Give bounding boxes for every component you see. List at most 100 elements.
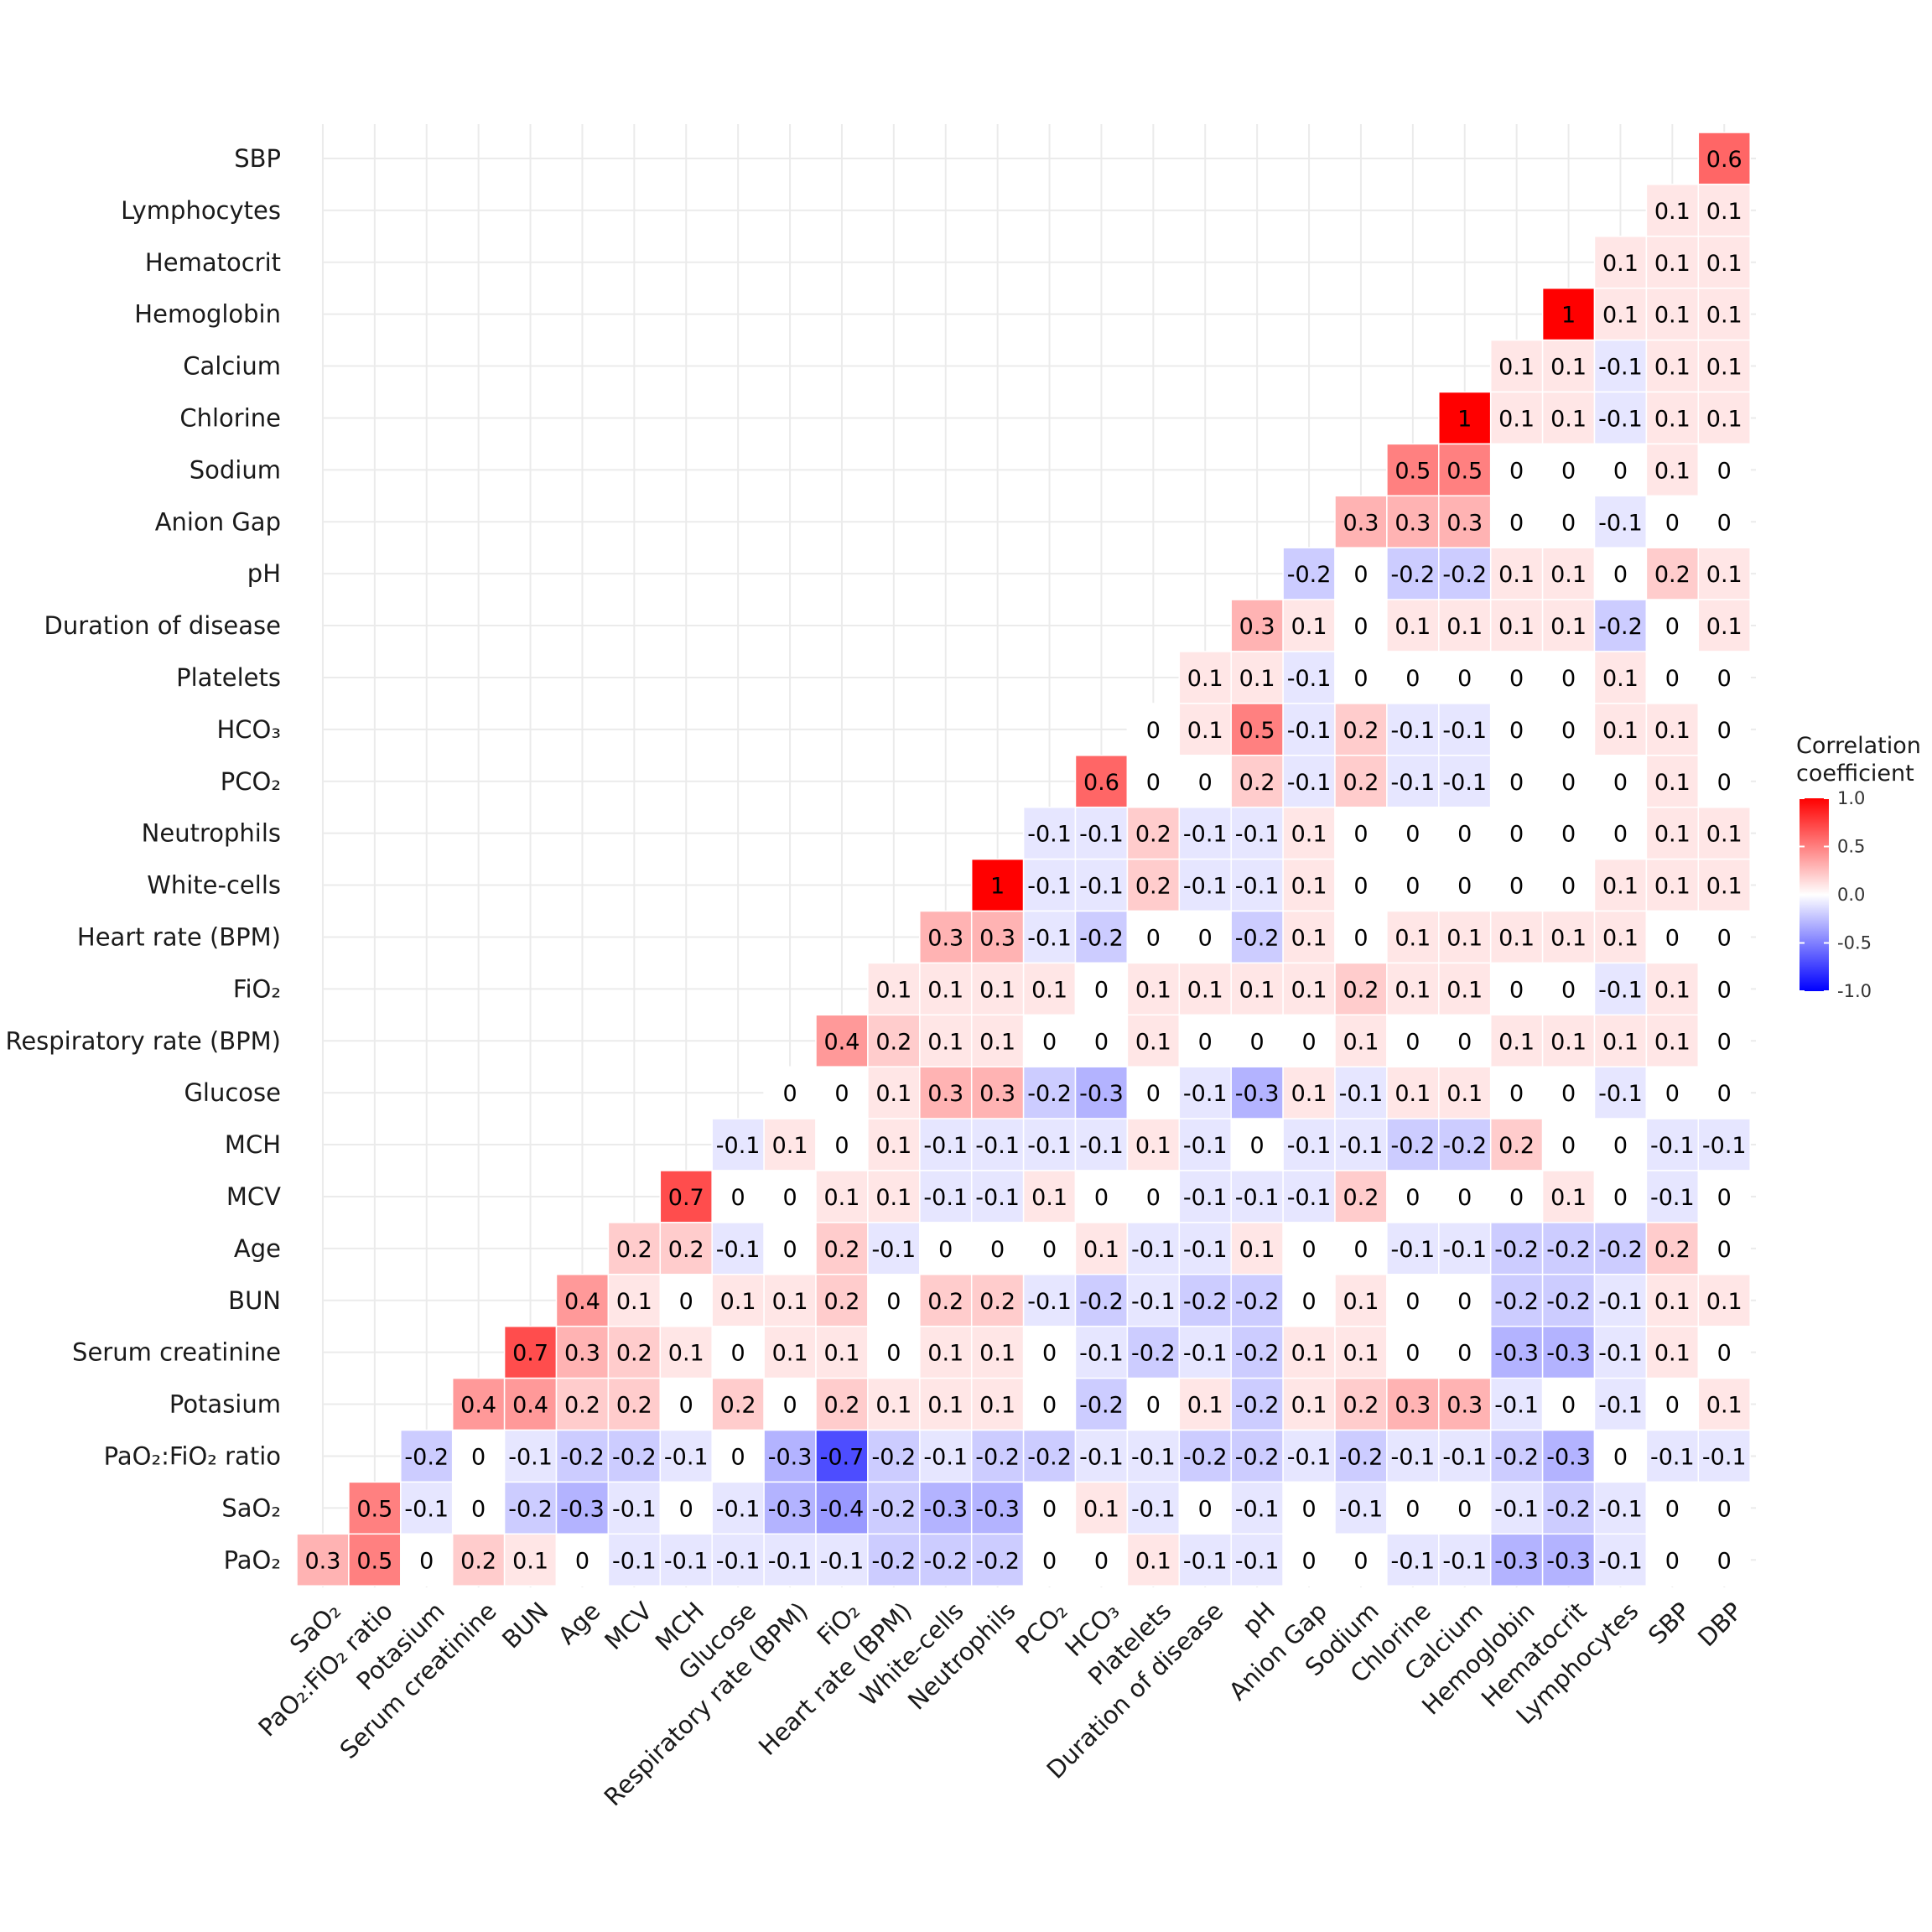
cell-value-label: 0	[1405, 1029, 1420, 1055]
cell-value-label: 0.1	[1446, 977, 1483, 1003]
heatmap-cell	[1230, 1170, 1284, 1223]
cell-value-label: 0.1	[1394, 977, 1431, 1003]
cell-value-label: 0	[1717, 925, 1732, 951]
heatmap-cell	[1645, 703, 1700, 756]
cell-value-label: 0.1	[720, 1289, 756, 1315]
heatmap-cell	[1230, 962, 1284, 1016]
cell-value-label: 0.1	[1602, 874, 1639, 900]
cell-value-label: -0.2	[872, 1496, 917, 1522]
cell-value-label: -0.1	[1027, 874, 1072, 900]
cell-value-label: 0.1	[1706, 614, 1742, 640]
heatmap-cell	[711, 1118, 765, 1171]
heatmap-cell	[1645, 339, 1700, 393]
heatmap-cell	[919, 1481, 973, 1535]
cell-value-label: 0	[886, 1341, 901, 1367]
heatmap-cell	[1438, 703, 1492, 756]
heatmap-cell	[1386, 755, 1440, 808]
cell-value-label: 0	[679, 1289, 693, 1315]
y-tick-label: Lymphocytes	[121, 196, 281, 225]
heatmap-cell	[451, 1533, 506, 1587]
cell-value-label: -0.2	[1079, 1393, 1124, 1419]
cell-value-label: -0.1	[768, 1548, 813, 1574]
cell-value-label: 0.2	[1135, 822, 1171, 848]
cell-value-label: 0.1	[1602, 925, 1639, 951]
heatmap-cell	[1541, 858, 1596, 912]
cell-value-label: 0.1	[1654, 199, 1690, 225]
heatmap-cell	[1541, 1222, 1596, 1275]
heatmap-cell	[1334, 495, 1388, 548]
heatmap-cell	[763, 1274, 817, 1327]
heatmap-cell	[1697, 1533, 1751, 1587]
cell-value-label: -0.1	[1235, 1185, 1280, 1211]
cell-value-label: -0.1	[404, 1496, 449, 1522]
cell-value-label: 0.1	[512, 1548, 548, 1574]
heatmap-cell	[1541, 1170, 1596, 1223]
cell-value-label: 0.1	[1239, 977, 1275, 1003]
cell-value-label: 0.1	[1343, 1029, 1379, 1055]
y-tick-label: FiO₂	[233, 974, 281, 1003]
legend-title-line-2: coefficient	[1796, 761, 1914, 787]
y-tick-label: MCH	[225, 1130, 281, 1159]
cell-value-label: -0.2	[1546, 1237, 1591, 1263]
cell-value-label: 0.1	[1602, 718, 1639, 744]
cell-value-label: 0.7	[668, 1185, 704, 1211]
heatmap-cell	[970, 858, 1025, 912]
cell-value-label: -0.1	[1235, 822, 1280, 848]
cell-value-label: -0.1	[1079, 874, 1124, 900]
y-tick-label: Hemoglobin	[134, 300, 281, 329]
cell-value-label: -0.1	[1287, 718, 1332, 744]
cell-value-label: 0.1	[1083, 1496, 1119, 1522]
cell-value-label: 0	[1042, 1393, 1057, 1419]
cell-value-label: 0.3	[1446, 1393, 1483, 1419]
heatmap-cell	[1282, 1274, 1336, 1327]
cell-value-label: -0.2	[612, 1444, 657, 1470]
heatmap-cell	[1074, 910, 1129, 964]
cell-value-label: -0.1	[872, 1237, 917, 1263]
cell-value-label: 0	[1717, 1496, 1732, 1522]
heatmap-cell	[1593, 599, 1648, 652]
heatmap-cell	[1697, 443, 1751, 497]
heatmap-cell	[1541, 1533, 1596, 1587]
heatmap-cell	[1645, 1481, 1700, 1535]
cell-value-label: 0.1	[1031, 977, 1067, 1003]
heatmap-cell	[1230, 1325, 1284, 1379]
cell-value-label: -0.1	[612, 1548, 657, 1574]
cell-value-label: -0.1	[1494, 1496, 1539, 1522]
cell-value-label: -0.3	[768, 1496, 813, 1522]
cell-value-label: -0.1	[1027, 925, 1072, 951]
cell-value-label: 0.1	[979, 1341, 1015, 1367]
heatmap-cell	[711, 1481, 765, 1535]
heatmap-cell	[1022, 1429, 1077, 1483]
heatmap-cell	[1438, 599, 1492, 652]
cell-value-label: 0.1	[1498, 406, 1535, 432]
cell-value-label: 0	[1457, 1341, 1472, 1367]
cell-value-label: -0.1	[1183, 822, 1228, 848]
cell-value-label: 0.1	[1654, 977, 1690, 1003]
cell-value-label: -0.1	[1598, 1341, 1643, 1367]
cell-value-label: 0	[1146, 1185, 1161, 1211]
cell-value-label: 0	[1405, 1341, 1420, 1367]
heatmap-cell	[1178, 1118, 1232, 1171]
heatmap-cell	[1593, 962, 1648, 1016]
y-tick-label: HCO₃	[216, 715, 281, 744]
heatmap-cell	[400, 1533, 454, 1587]
cell-value-label: -0.1	[1287, 1133, 1332, 1159]
cell-value-label: -0.2	[1494, 1289, 1539, 1315]
cell-value-label: -0.1	[1079, 1133, 1124, 1159]
heatmap-cell	[1178, 1066, 1232, 1119]
heatmap-cell	[815, 1274, 869, 1327]
heatmap-cell	[1438, 391, 1492, 445]
cell-value-label: 0.1	[927, 1029, 963, 1055]
heatmap-cell	[1697, 1066, 1751, 1119]
cell-value-label: 0	[1613, 1133, 1628, 1159]
heatmap-cell	[1593, 1222, 1648, 1275]
cell-value-label: 0.1	[1446, 614, 1483, 640]
heatmap-cell	[1645, 806, 1700, 860]
cell-value-label: -0.2	[1442, 562, 1487, 588]
cell-value-label: 0	[1405, 1496, 1420, 1522]
cell-value-label: 0.1	[1706, 1393, 1742, 1419]
cell-value-label: 1	[1457, 406, 1472, 432]
heatmap-cell	[1593, 703, 1648, 756]
cell-value-label: -0.1	[1287, 1444, 1332, 1470]
heatmap-cell	[1230, 1066, 1284, 1119]
